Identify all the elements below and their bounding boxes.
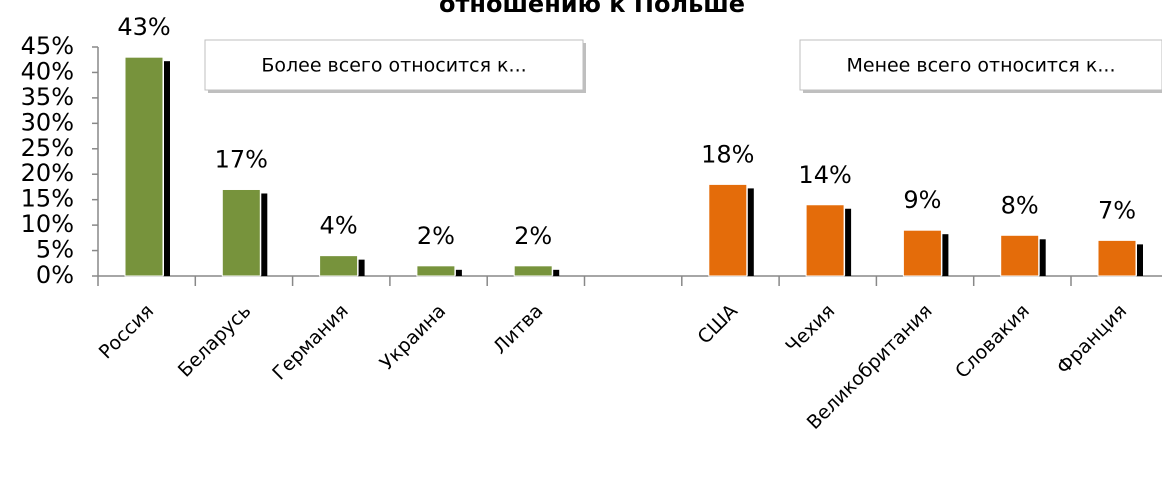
bar	[805, 204, 845, 277]
x-tick-label: Франция	[1053, 300, 1132, 379]
x-tick-label: Украина	[376, 300, 450, 374]
bar-shadow	[1137, 244, 1143, 276]
y-tick-label: 25%	[21, 134, 74, 162]
x-tick-label: Словакия	[951, 300, 1034, 383]
y-tick-label: 45%	[21, 32, 74, 60]
bar	[124, 56, 164, 277]
bar	[902, 229, 942, 277]
data-label: 2%	[514, 222, 552, 250]
annotation-box	[799, 39, 1162, 91]
x-tick-label: США	[693, 300, 742, 349]
bar	[513, 265, 553, 277]
data-label: 2%	[417, 222, 455, 250]
x-tick-label: Беларусь	[174, 300, 256, 382]
bar-shadow	[553, 269, 560, 276]
annotation-box	[204, 39, 584, 91]
data-label: 7%	[1098, 196, 1136, 224]
annotation: Менее всего относится к...	[846, 55, 1115, 77]
y-tick-label: 5%	[36, 236, 74, 264]
bar	[708, 183, 748, 277]
data-label: 17%	[215, 145, 268, 173]
y-tick-label: 10%	[21, 210, 74, 238]
bar-shadow	[942, 234, 949, 276]
x-tick-label: Россия	[95, 300, 158, 363]
data-label: 9%	[903, 186, 941, 214]
bar	[319, 255, 359, 277]
chart-title: отношению к Польше	[439, 0, 745, 18]
data-label: 18%	[701, 140, 754, 168]
data-label: 4%	[320, 212, 358, 240]
bar	[1097, 239, 1137, 277]
x-tick-label: Литва	[489, 300, 547, 358]
bar-shadow	[455, 269, 462, 276]
bar-shadow	[358, 259, 365, 276]
data-label: 14%	[798, 161, 851, 189]
y-tick-label: 35%	[21, 83, 74, 111]
bar-shadow	[164, 61, 170, 276]
x-tick-label: Германия	[268, 300, 353, 385]
bar-shadow	[747, 188, 754, 276]
bar-shadow	[845, 208, 852, 276]
bar-shadow	[1039, 239, 1046, 276]
data-label: 8%	[1001, 191, 1039, 219]
bar-shadow	[261, 193, 268, 276]
annotation: Более всего относится к...	[261, 55, 526, 77]
y-tick-label: 15%	[21, 185, 74, 213]
bar	[416, 265, 456, 277]
y-tick-label: 30%	[21, 108, 74, 136]
data-label: 43%	[117, 13, 170, 41]
bar	[221, 188, 261, 277]
y-tick-label: 40%	[21, 57, 74, 85]
y-tick-label: 20%	[21, 159, 74, 187]
x-tick-label: Чехия	[781, 300, 839, 358]
y-tick-label: 0%	[36, 261, 74, 289]
bar	[1000, 234, 1040, 277]
